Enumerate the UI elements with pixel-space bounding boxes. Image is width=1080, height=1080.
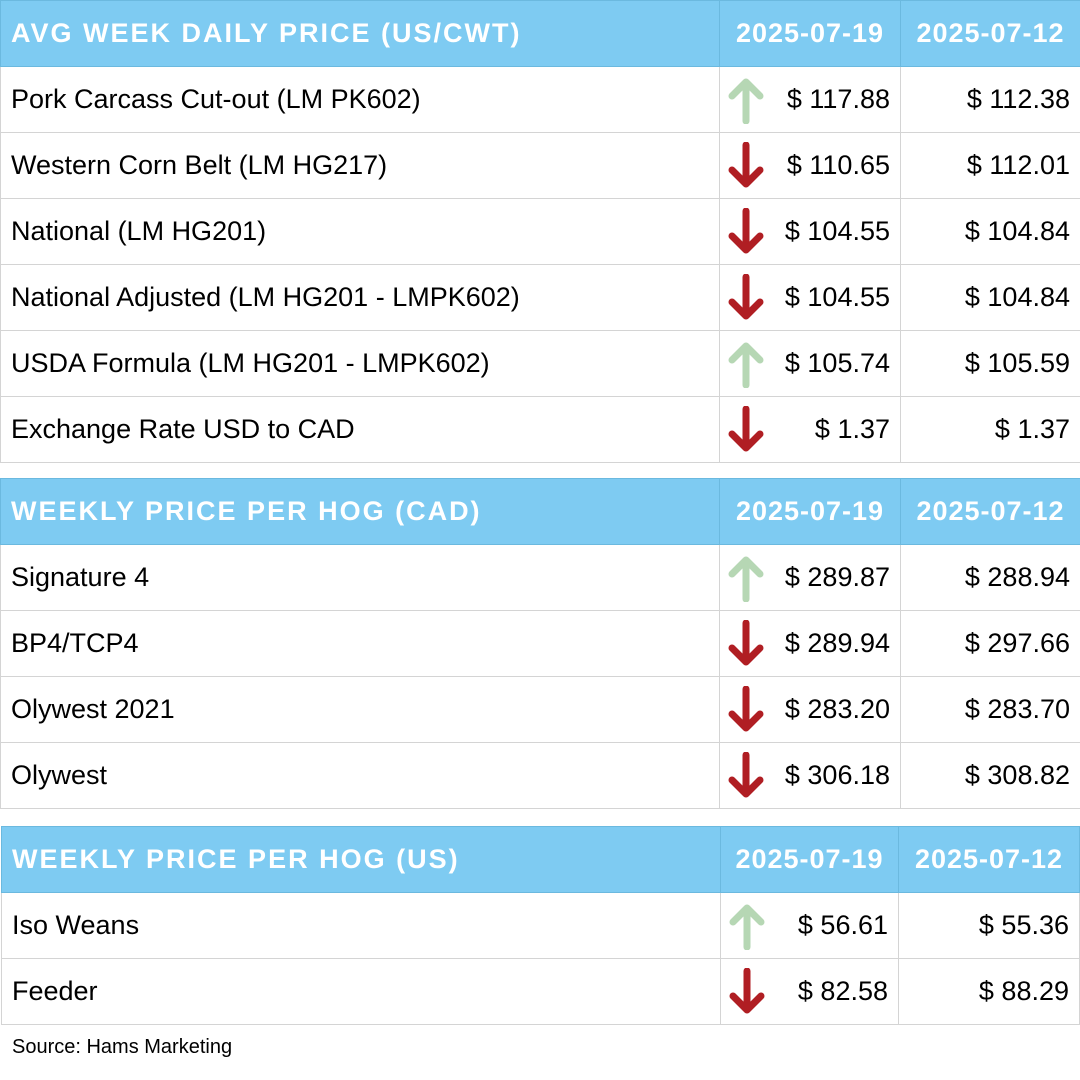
current-price: $ 104.55 (784, 282, 890, 312)
current-price: $ 1.37 (814, 414, 890, 444)
down-arrow-icon (728, 752, 764, 798)
table-row: Feeder $ 82.58 $ 88.29 (1, 958, 1080, 1025)
previous-price: $ 112.38 (900, 66, 1080, 133)
table-row: Exchange Rate USD to CAD $ 1.37 $ 1.37 (0, 396, 1080, 463)
row-label: National (LM HG201) (0, 198, 720, 265)
previous-price: $ 105.59 (900, 330, 1080, 397)
table-row: National Adjusted (LM HG201 - LMPK602) $ … (0, 264, 1080, 331)
row-label: National Adjusted (LM HG201 - LMPK602) (0, 264, 720, 331)
row-label: Olywest 2021 (0, 676, 720, 743)
down-arrow-icon (728, 686, 764, 732)
weekly-price-per-hog-us-table: WEEKLY PRICE PER HOG (US) 2025-07-19 202… (1, 826, 1080, 1025)
previous-date-header: 2025-07-12 (900, 478, 1080, 545)
current-price-cell: $ 105.74 (719, 330, 901, 397)
previous-price: $ 55.36 (898, 892, 1080, 959)
current-price-cell: $ 1.37 (719, 396, 901, 463)
previous-price: $ 308.82 (900, 742, 1080, 809)
table-header-row: WEEKLY PRICE PER HOG (US) 2025-07-19 202… (1, 826, 1080, 893)
table-row: Olywest 2021 $ 283.20 $ 283.70 (0, 676, 1080, 743)
row-label: USDA Formula (LM HG201 - LMPK602) (0, 330, 720, 397)
previous-price: $ 288.94 (900, 544, 1080, 611)
weekly-price-per-hog-cad-table: WEEKLY PRICE PER HOG (CAD) 2025-07-19 20… (0, 478, 1080, 809)
current-price-cell: $ 56.61 (720, 892, 899, 959)
current-price: $ 289.94 (784, 628, 890, 658)
down-arrow-icon (728, 142, 764, 188)
down-arrow-icon (728, 274, 764, 320)
previous-price: $ 104.84 (900, 264, 1080, 331)
current-price: $ 306.18 (784, 760, 890, 790)
up-arrow-icon (728, 556, 764, 602)
down-arrow-icon (728, 208, 764, 254)
up-arrow-icon (728, 342, 764, 388)
previous-price: $ 297.66 (900, 610, 1080, 677)
previous-price: $ 88.29 (898, 958, 1080, 1025)
row-label: Olywest (0, 742, 720, 809)
current-price-cell: $ 306.18 (719, 742, 901, 809)
row-label: BP4/TCP4 (0, 610, 720, 677)
row-label: Pork Carcass Cut-out (LM PK602) (0, 66, 720, 133)
table-row: USDA Formula (LM HG201 - LMPK602) $ 105.7… (0, 330, 1080, 397)
up-arrow-icon (728, 78, 764, 124)
previous-price: $ 104.84 (900, 198, 1080, 265)
current-price: $ 283.20 (784, 694, 890, 724)
table-row: Signature 4 $ 289.87 $ 288.94 (0, 544, 1080, 611)
avg-week-daily-price-table: AVG WEEK DAILY PRICE (US/CWT) 2025-07-19… (0, 0, 1080, 463)
current-price-cell: $ 110.65 (719, 132, 901, 199)
previous-date-header: 2025-07-12 (898, 826, 1080, 893)
row-label: Exchange Rate USD to CAD (0, 396, 720, 463)
current-date-header: 2025-07-19 (719, 478, 901, 545)
row-label: Iso Weans (1, 892, 721, 959)
current-price: $ 110.65 (786, 150, 890, 180)
previous-price: $ 1.37 (900, 396, 1080, 463)
current-date-header: 2025-07-19 (719, 0, 901, 67)
current-price-cell: $ 289.94 (719, 610, 901, 677)
current-price: $ 117.88 (786, 84, 890, 114)
table-title: AVG WEEK DAILY PRICE (US/CWT) (0, 0, 720, 67)
down-arrow-icon (729, 968, 765, 1014)
current-price-cell: $ 82.58 (720, 958, 899, 1025)
current-price: $ 105.74 (784, 348, 890, 378)
previous-price: $ 283.70 (900, 676, 1080, 743)
current-price: $ 104.55 (784, 216, 890, 246)
current-price-cell: $ 289.87 (719, 544, 901, 611)
down-arrow-icon (728, 620, 764, 666)
current-price: $ 82.58 (797, 976, 888, 1006)
current-price-cell: $ 283.20 (719, 676, 901, 743)
table-row: BP4/TCP4 $ 289.94 $ 297.66 (0, 610, 1080, 677)
row-label: Signature 4 (0, 544, 720, 611)
current-date-header: 2025-07-19 (720, 826, 899, 893)
previous-date-header: 2025-07-12 (900, 0, 1080, 67)
previous-price: $ 112.01 (900, 132, 1080, 199)
table-row: Iso Weans $ 56.61 $ 55.36 (1, 892, 1080, 959)
table-row: National (LM HG201) $ 104.55 $ 104.84 (0, 198, 1080, 265)
current-price-cell: $ 104.55 (719, 264, 901, 331)
current-price-cell: $ 117.88 (719, 66, 901, 133)
current-price: $ 56.61 (797, 910, 888, 940)
row-label: Feeder (1, 958, 721, 1025)
table-row: Pork Carcass Cut-out (LM PK602) $ 117.88 $… (0, 66, 1080, 133)
up-arrow-icon (729, 904, 765, 950)
table-title: WEEKLY PRICE PER HOG (CAD) (0, 478, 720, 545)
source-note: Source: Hams Marketing (12, 1036, 233, 1058)
down-arrow-icon (728, 406, 764, 452)
table-row: Western Corn Belt (LM HG217) $ 110.65 $ 11… (0, 132, 1080, 199)
current-price: $ 289.87 (784, 562, 890, 592)
table-title: WEEKLY PRICE PER HOG (US) (1, 826, 721, 893)
row-label: Western Corn Belt (LM HG217) (0, 132, 720, 199)
table-row: Olywest $ 306.18 $ 308.82 (0, 742, 1080, 809)
table-header-row: WEEKLY PRICE PER HOG (CAD) 2025-07-19 20… (0, 478, 1080, 545)
table-header-row: AVG WEEK DAILY PRICE (US/CWT) 2025-07-19… (0, 0, 1080, 67)
current-price-cell: $ 104.55 (719, 198, 901, 265)
